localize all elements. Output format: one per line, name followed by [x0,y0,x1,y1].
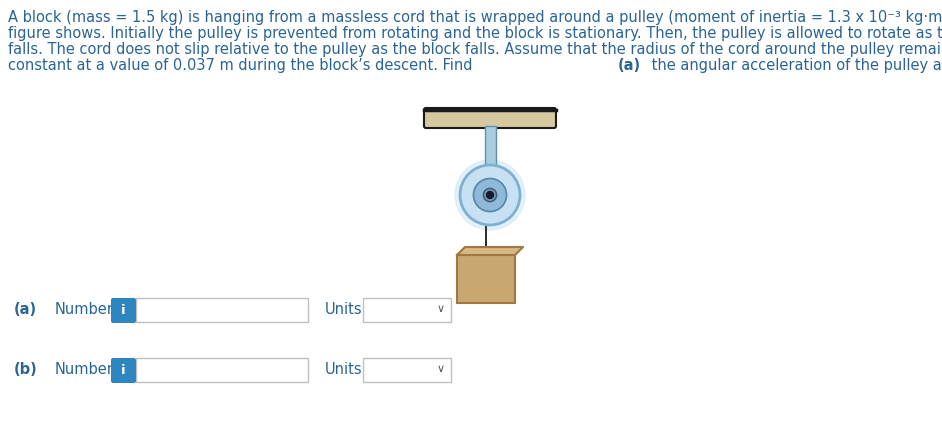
Text: ∨: ∨ [437,304,445,314]
Bar [457,255,515,303]
FancyBboxPatch shape [485,126,496,185]
FancyBboxPatch shape [111,298,136,323]
Text: falls. The cord does not slip relative to the pulley as the block falls. Assume : falls. The cord does not slip relative t… [8,42,942,57]
Text: (a): (a) [14,302,37,317]
Text: Units: Units [325,302,363,317]
Text: Number: Number [55,302,114,317]
Text: Number: Number [55,362,114,377]
Text: A block (mass = 1.5 kg) is hanging from a massless cord that is wrapped around a: A block (mass = 1.5 kg) is hanging from … [8,10,942,25]
Circle shape [474,178,507,211]
Text: the angular acceleration of the pulley and: the angular acceleration of the pulley a… [647,58,942,73]
Text: constant at a value of 0.037 m during the block’s descent. Find: constant at a value of 0.037 m during th… [8,58,478,73]
Circle shape [455,160,525,230]
Text: (a): (a) [617,58,641,73]
Text: ∨: ∨ [437,364,445,374]
Text: figure shows. Initially the pulley is prevented from rotating and the block is s: figure shows. Initially the pulley is pr… [8,26,942,41]
Bar [136,298,308,322]
Circle shape [486,191,494,198]
Text: Units: Units [325,362,363,377]
Bar [363,298,451,322]
Text: i: i [122,304,126,317]
Polygon shape [457,247,523,255]
Bar [363,358,451,382]
Bar [136,358,308,382]
FancyBboxPatch shape [111,358,136,383]
Circle shape [460,165,520,225]
Text: i: i [122,364,126,377]
FancyBboxPatch shape [424,108,556,128]
Circle shape [483,188,496,202]
Text: (b): (b) [14,362,38,377]
